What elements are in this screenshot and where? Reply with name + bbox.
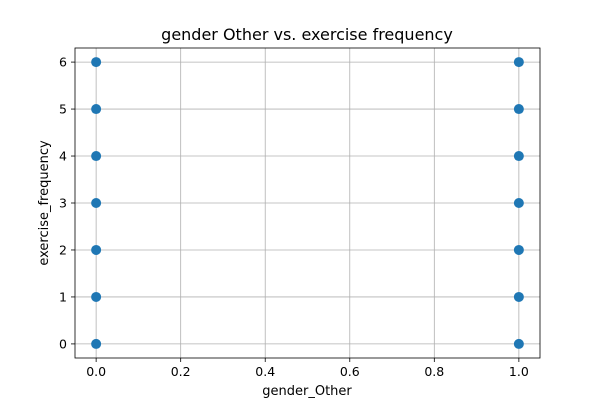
data-point [91,338,102,349]
data-point [91,151,102,162]
grid [75,48,540,358]
y-tick-label: 5 [59,102,67,117]
x-tick-label: 1.0 [509,364,529,379]
x-tick-label: 0.2 [171,364,191,379]
data-point [513,104,524,115]
data-point [91,198,102,208]
x-axis-label: gender_Other [262,384,352,399]
y-tick-label: 3 [59,196,67,211]
x-tick-label: 0.4 [255,364,275,379]
y-axis-ticks: 0 1 2 3 4 5 6 [59,55,75,351]
x-tick-label: 0.6 [340,364,360,379]
data-point [513,57,524,68]
data-point [513,338,524,349]
data-point [91,57,102,68]
y-tick-label: 2 [59,242,67,257]
y-tick-label: 1 [59,289,67,304]
y-tick-label: 6 [59,55,67,70]
data-points [91,57,524,349]
data-point [513,291,524,302]
chart-title: gender Other vs. exercise frequency [161,25,453,44]
data-point [91,291,102,302]
data-point [513,198,524,208]
data-point [91,104,102,115]
x-axis-ticks: 0.0 0.2 0.4 0.6 0.8 1.0 [86,358,529,379]
data-point [513,151,524,162]
y-tick-label: 0 [59,336,67,351]
x-tick-label: 0.0 [86,364,106,379]
data-point [91,244,102,255]
y-axis-label: exercise_frequency [37,140,52,266]
data-point [513,244,524,255]
y-tick-label: 4 [59,149,67,164]
x-tick-label: 0.8 [424,364,444,379]
